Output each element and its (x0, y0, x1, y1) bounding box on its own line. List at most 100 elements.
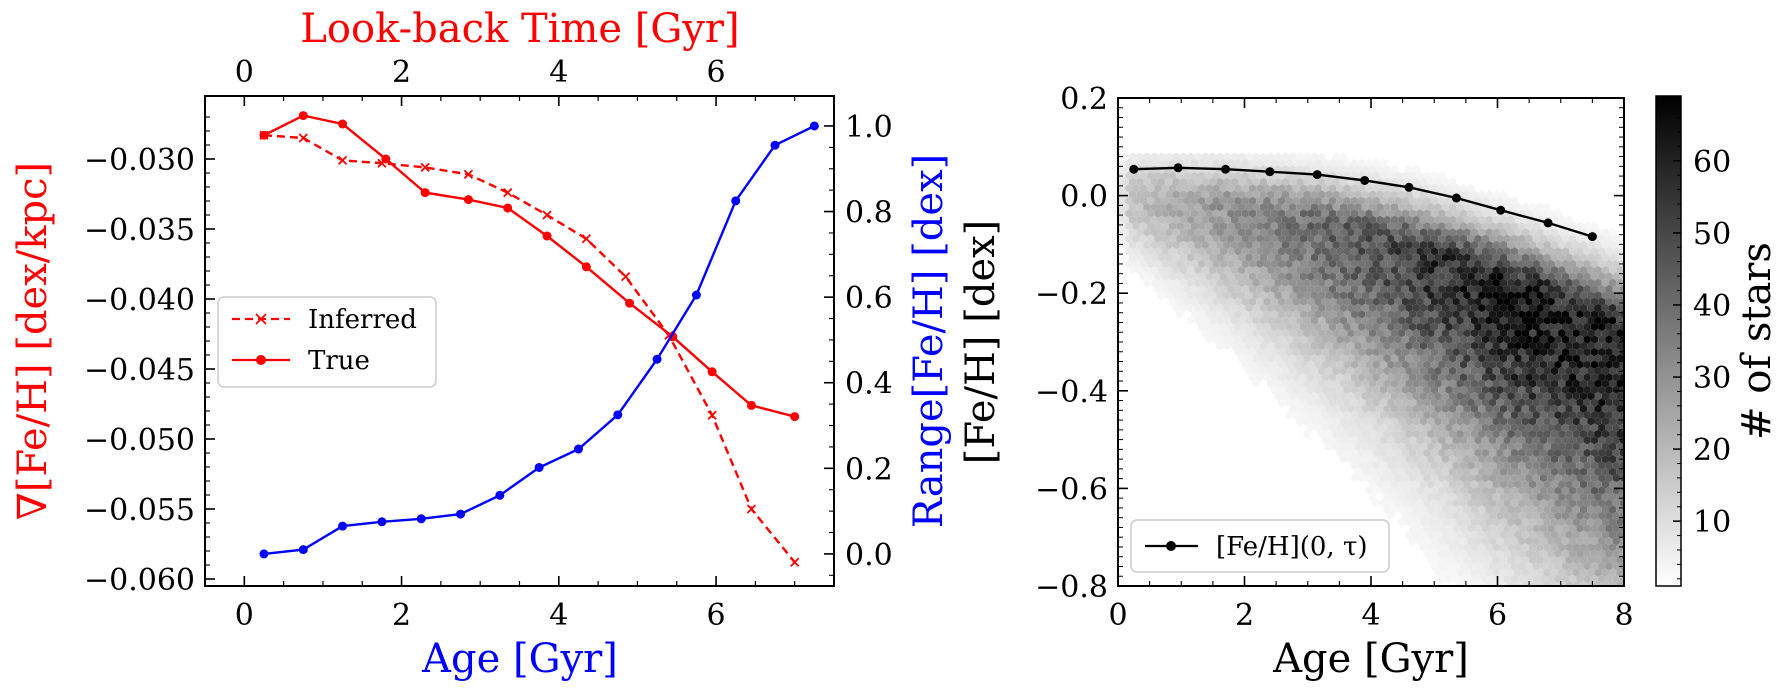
hexbin-cell (1307, 284, 1315, 294)
hexbin-cell (1463, 203, 1471, 212)
hexbin-cell (1441, 177, 1449, 187)
hexbin-cell (1594, 240, 1602, 250)
hexbin-cell (1361, 253, 1369, 262)
hexbin-cell (1416, 524, 1424, 533)
hexbin-cell (1296, 240, 1304, 250)
hexbin-cell (1609, 581, 1617, 586)
hexbin-cell (1525, 322, 1533, 332)
hexbin-cell (1387, 184, 1395, 193)
hexbin-cell (1321, 272, 1329, 281)
hexbin-cell (1503, 410, 1511, 420)
hexbin-cell (1434, 228, 1442, 237)
hexbin-cell (1521, 555, 1529, 565)
hexbin-cell (1230, 190, 1238, 199)
hexbin-cell (1430, 310, 1439, 319)
hexbin-cell (1616, 404, 1624, 413)
hexbin-cell (1379, 297, 1388, 306)
hexbin-cell (1158, 240, 1166, 250)
hexbin-cell (1281, 316, 1289, 325)
hexbin-cell (1325, 366, 1333, 376)
hexbin-cell (1601, 266, 1609, 275)
hexbin-cell (1489, 549, 1497, 558)
hexbin-cell (1485, 518, 1493, 527)
left-y-tick-label: −0.040 (84, 283, 195, 318)
hexbin-cell (1376, 190, 1384, 199)
hexbin-cell (1398, 266, 1406, 275)
hexbin-cell (1510, 398, 1519, 407)
hexbin-cell (1161, 272, 1169, 281)
hexbin-cell (1125, 247, 1133, 256)
hexbin-cell (1263, 272, 1271, 281)
hexbin-cell (1111, 222, 1118, 230)
hexbin-cell (1154, 221, 1162, 231)
hexbin-cell (1256, 209, 1264, 218)
hexbin-cell (1489, 562, 1497, 571)
hexbin-cell (1430, 499, 1439, 508)
hexbin-cell (1605, 347, 1613, 357)
hexbin-cell (1299, 398, 1308, 407)
hexbin-cell (1383, 404, 1391, 413)
hexbin-cell (1445, 184, 1453, 193)
hexbin-cell (1587, 278, 1595, 287)
hexbin-cell (1489, 423, 1497, 432)
hexbin-cell (1256, 247, 1264, 256)
hexbin-cell (1205, 297, 1213, 306)
hexbin-cell (1303, 253, 1311, 262)
hexbin-cell (1205, 158, 1213, 168)
hexbin-cell (1329, 297, 1337, 306)
hexbin-cell (1419, 530, 1428, 539)
hexbin-cell (1325, 177, 1333, 187)
hexbin-cell (1456, 505, 1464, 514)
hexbin-cell (1347, 379, 1355, 388)
hexbin-cell (1467, 360, 1475, 369)
hexbin-cell (1336, 247, 1344, 256)
hexbin-cell (1187, 291, 1195, 300)
hexbin-cell (1205, 221, 1213, 231)
hexbin-cell (1423, 385, 1431, 395)
hexbin-cell (1350, 259, 1359, 269)
hexbin-cell (1390, 228, 1399, 237)
hexbin-cell (1441, 203, 1449, 212)
hexbin-cell (1281, 266, 1289, 275)
hexbin-cell (1474, 259, 1482, 269)
hexbin-cell (1452, 499, 1460, 508)
hexbin-cell (1529, 581, 1537, 586)
hexbin-cell (1499, 530, 1508, 539)
hexbin-cell (1594, 303, 1602, 313)
hexbin-cell (1496, 234, 1504, 243)
hexbin-cell (1434, 404, 1442, 413)
hexbin-cell (1154, 284, 1162, 294)
hexbin-cell (1441, 505, 1449, 514)
hexbin-cell (1532, 423, 1540, 432)
hexbin-cell (1321, 398, 1329, 407)
hexbin-cell (1561, 524, 1569, 533)
hexbin-cell (1343, 209, 1351, 218)
hexbin-cells (1111, 152, 1624, 586)
hexbin-cell (1565, 467, 1573, 476)
hexbin-cell (1376, 379, 1384, 388)
hexbin-cell (1507, 404, 1515, 413)
hexbin-cell (1263, 221, 1271, 231)
hexbin-cell (1550, 518, 1559, 527)
hexbin-cell (1489, 234, 1497, 243)
hexbin-cell (1427, 379, 1435, 388)
hexbin-cell (1598, 373, 1606, 382)
hexbin-cell (1187, 215, 1195, 224)
hexbin-cell (1438, 562, 1446, 571)
hexbin-cell (1547, 373, 1555, 382)
hexbin-cell (1256, 310, 1264, 319)
hexbin-cell (1514, 417, 1522, 426)
hexbin-cell (1583, 360, 1591, 369)
hexbin-cell (1459, 322, 1468, 332)
hexbin-cell (1590, 322, 1599, 332)
hexbin-cell (1532, 549, 1540, 558)
hexbin-cell (1369, 278, 1377, 287)
hexbin-cell (1459, 373, 1468, 382)
left-series-2-point (731, 196, 741, 206)
hexbin-cell (1496, 347, 1504, 357)
hexbin-cell (1212, 196, 1220, 206)
hexbin-cell (1492, 492, 1500, 502)
hexbin-cell (1289, 253, 1297, 262)
hexbin-cell (1361, 354, 1369, 363)
hexbin-cell (1561, 398, 1569, 407)
